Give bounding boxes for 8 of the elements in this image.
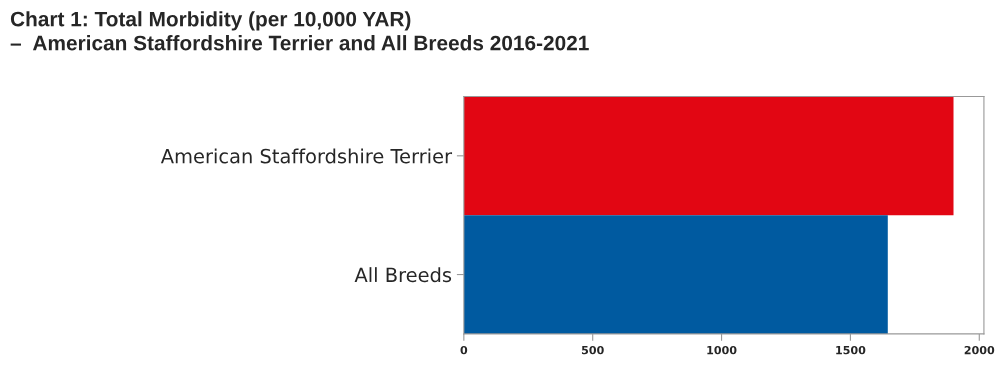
y-tick-label: All Breeds xyxy=(354,267,452,283)
x-tick-label: 1500 xyxy=(836,345,866,355)
x-tick-label: 1000 xyxy=(707,345,737,355)
chart-title: Chart 1: Total Morbidity (per 10,000 YAR) – American Staffordshire Terrier and All Breeds 2016-2021 xyxy=(10,11,589,51)
x-tick-label: 2000 xyxy=(964,345,995,355)
y-tick-label: American Staffordshire Terrier xyxy=(160,148,453,164)
x-tick-label: 0 xyxy=(460,345,468,355)
x-tick-label: 500 xyxy=(581,345,604,355)
